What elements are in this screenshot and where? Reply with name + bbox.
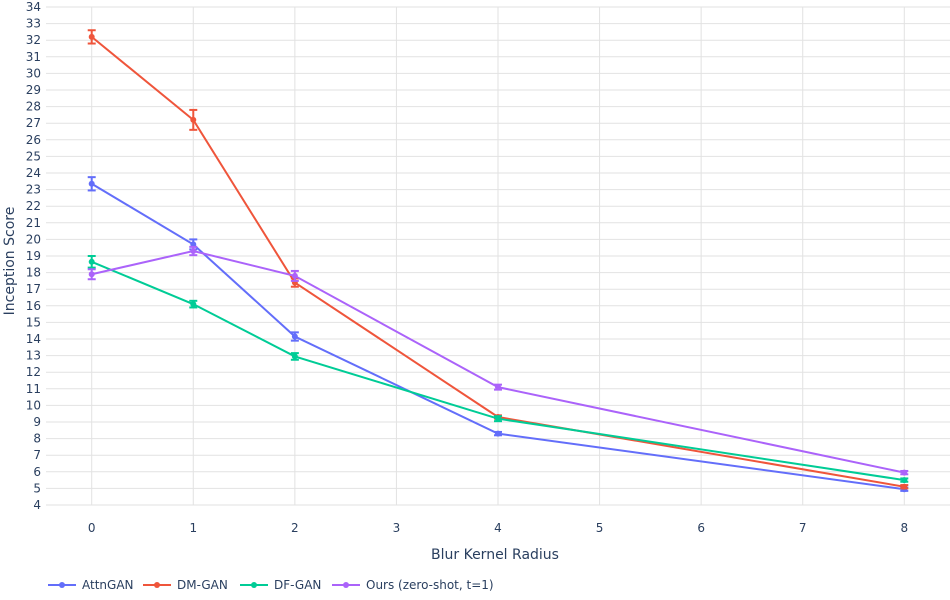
y-tick-label: 12 — [26, 365, 41, 379]
y-tick-label: 27 — [26, 116, 41, 130]
y-tick-label: 15 — [26, 315, 41, 329]
y-tick-label: 34 — [26, 0, 41, 14]
y-tick-label: 13 — [26, 349, 41, 363]
y-tick-label: 30 — [26, 66, 41, 80]
y-tick-label: 22 — [26, 199, 41, 213]
data-point — [495, 415, 501, 422]
legend: AttnGAN DM-GAN DF-GAN Ours (zero-shot, t=1) — [48, 578, 494, 592]
data-point — [495, 384, 501, 391]
y-tick-label: 29 — [26, 83, 41, 97]
legend-label: Ours (zero-shot, t=1) — [366, 578, 494, 592]
y-tick-label: 7 — [33, 448, 41, 462]
legend-swatch-marker — [343, 582, 349, 588]
y-tick-label: 20 — [26, 232, 41, 246]
x-tick-label: 7 — [799, 521, 807, 535]
legend-swatch-marker — [251, 582, 257, 588]
y-tick-label: 24 — [26, 166, 41, 180]
data-point — [291, 272, 298, 279]
y-tick-label: 21 — [26, 216, 41, 230]
series-3 — [87, 245, 909, 476]
y-tick-label: 16 — [26, 299, 41, 313]
data-point — [190, 301, 197, 308]
grid — [46, 6, 950, 506]
y-axis-ticks: 4 5 6 7 8 9 10 11 12 13 14 15 16 17 18 19 20 21 22 23 24 25 26… — [26, 0, 41, 512]
y-tick-label: 4 — [33, 498, 41, 512]
legend-item[interactable]: AttnGAN — [48, 578, 134, 592]
data-point — [495, 430, 501, 437]
x-tick-label: 2 — [291, 521, 299, 535]
y-axis-title: Inception Score — [2, 207, 18, 316]
data-point — [901, 469, 908, 476]
x-tick-label: 0 — [88, 521, 96, 535]
y-tick-label: 5 — [33, 481, 41, 495]
y-tick-label: 25 — [26, 149, 41, 163]
y-tick-label: 23 — [26, 183, 41, 197]
y-tick-label: 26 — [26, 133, 41, 147]
data-point — [88, 33, 95, 40]
y-tick-label: 6 — [33, 465, 41, 479]
data-point — [88, 271, 95, 278]
y-tick-label: 31 — [26, 50, 41, 64]
series-layer — [87, 29, 909, 493]
legend-item[interactable]: DF-GAN — [240, 578, 321, 592]
data-point — [291, 353, 298, 360]
x-tick-label: 8 — [900, 521, 908, 535]
x-axis-title: Blur Kernel Radius — [431, 547, 559, 563]
x-tick-label: 3 — [393, 521, 401, 535]
data-point — [901, 477, 908, 484]
y-tick-label: 10 — [26, 398, 41, 412]
y-tick-label: 19 — [26, 249, 41, 263]
legend-swatch-marker — [59, 582, 65, 588]
data-point — [88, 180, 95, 187]
legend-item[interactable]: DM-GAN — [143, 578, 228, 592]
legend-item[interactable]: Ours (zero-shot, t=1) — [332, 578, 494, 592]
data-point — [190, 116, 197, 123]
x-tick-label: 6 — [697, 521, 705, 535]
x-tick-label: 5 — [596, 521, 604, 535]
data-point — [291, 333, 298, 340]
y-tick-label: 18 — [26, 266, 41, 280]
y-tick-label: 14 — [26, 332, 41, 346]
x-tick-label: 4 — [494, 521, 502, 535]
y-tick-label: 28 — [26, 100, 41, 114]
data-point — [901, 483, 908, 490]
y-tick-label: 32 — [26, 33, 41, 47]
y-tick-label: 9 — [33, 415, 41, 429]
y-tick-label: 33 — [26, 17, 41, 31]
series-2 — [87, 255, 909, 484]
legend-swatch-marker — [154, 582, 160, 588]
legend-label: AttnGAN — [82, 578, 134, 592]
y-tick-label: 17 — [26, 282, 41, 296]
legend-label: DM-GAN — [177, 578, 228, 592]
data-point — [88, 258, 95, 265]
legend-label: DF-GAN — [274, 578, 321, 592]
y-tick-label: 8 — [33, 432, 41, 446]
x-tick-label: 1 — [189, 521, 197, 535]
x-axis-ticks: 0 1 2 3 4 5 6 7 8 — [88, 521, 908, 535]
y-tick-label: 11 — [26, 382, 41, 396]
data-point — [190, 248, 197, 255]
